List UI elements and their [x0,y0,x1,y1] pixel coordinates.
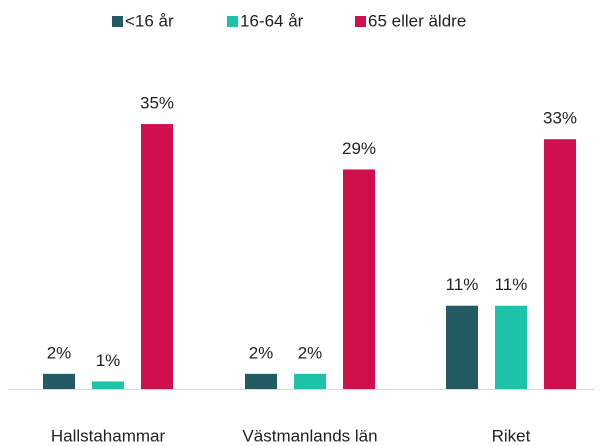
data-label: 33% [543,109,577,128]
data-label: 11% [495,275,528,294]
data-label: 2% [249,343,274,362]
x-tick-label: Västmanlands län [242,426,377,445]
bar [245,373,277,389]
bar [446,305,478,389]
legend-label: 16-64 år [240,11,304,30]
bar [294,373,326,389]
data-label: 2% [47,343,72,362]
bar [141,124,173,390]
x-tick-label: Hallstahammar [51,426,166,445]
legend-swatch [355,16,366,27]
legend-label: 65 eller äldre [368,11,466,30]
legend-label: <16 år [125,11,174,30]
bar [43,373,75,389]
legend-swatch [227,16,238,27]
data-label: 1% [96,351,121,370]
bar [343,169,375,389]
x-tick-label: Riket [492,426,531,445]
data-label: 35% [140,94,174,113]
bar [92,381,124,389]
data-label: 29% [342,139,376,158]
bar [495,305,527,389]
data-label: 2% [298,343,323,362]
legend-swatch [112,16,123,27]
bar [544,139,576,389]
data-label: 11% [446,275,479,294]
